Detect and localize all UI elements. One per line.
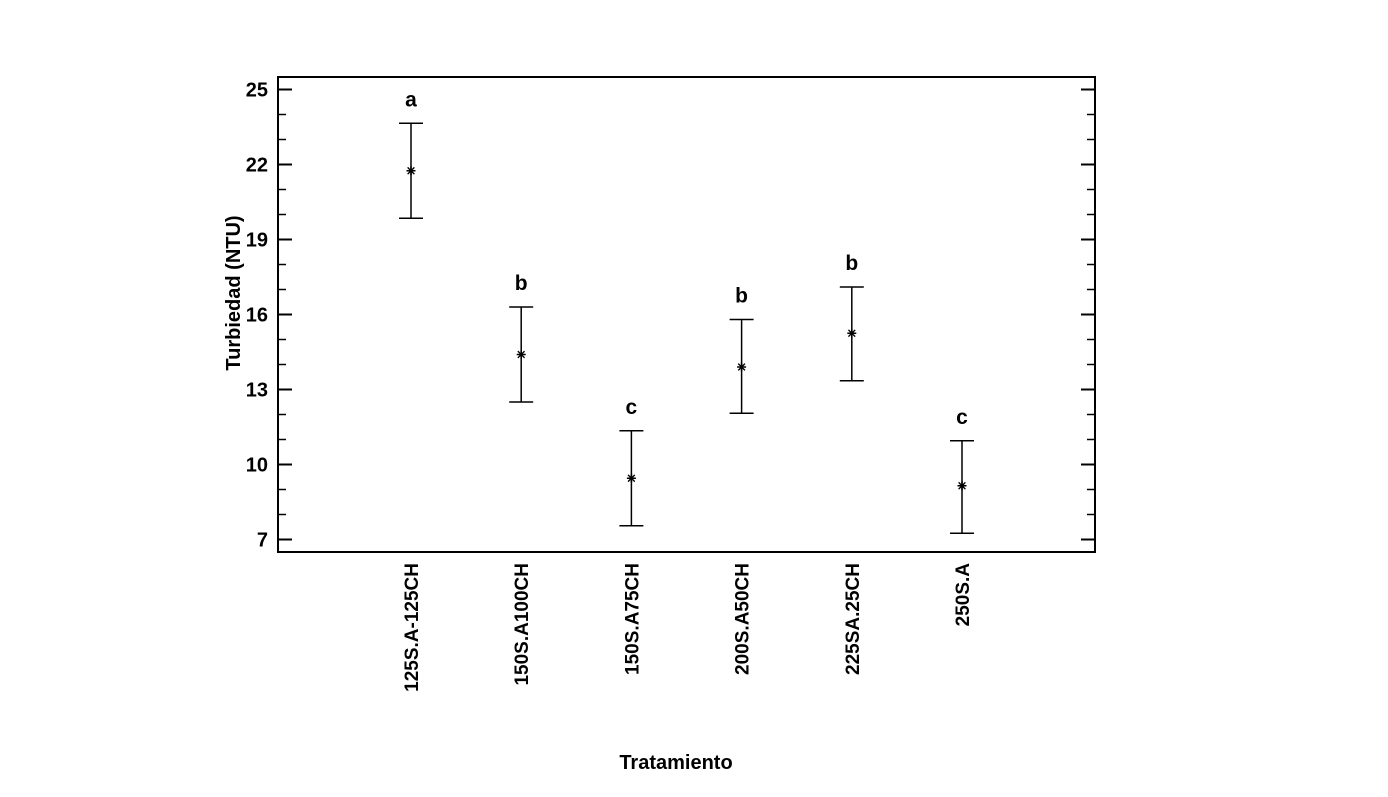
mean-point-d2 (517, 350, 526, 359)
mean-point-d2 (958, 481, 966, 490)
y-tick-label: 13 (246, 380, 268, 402)
x-category-label: 150S.A100CH (512, 563, 533, 686)
y-tick-label: 16 (246, 305, 268, 327)
interval-2: b (509, 272, 534, 403)
x-category-label: 225SA.25CH (843, 563, 864, 675)
group-letter: c (956, 406, 968, 429)
x-axis-categories: 125S.A-125CH 150S.A100CH 150S.A75CH 200S.A5… (402, 563, 974, 692)
interval-5: b (839, 252, 864, 382)
y-tick-label: 19 (246, 230, 268, 252)
y-axis-title: Turbiedad (NTU) (223, 215, 245, 370)
group-letter: b (735, 285, 748, 308)
y-tick-label: 25 (246, 80, 268, 102)
y-axis: 7 10 13 16 19 22 25 (246, 80, 1095, 552)
group-letter: c (626, 396, 638, 419)
mean-point-d2 (737, 363, 746, 371)
interval-3: c (619, 396, 644, 527)
chart-marks: a b c b b c (399, 88, 974, 534)
plot-frame (277, 76, 1096, 553)
interval-4: b (729, 285, 754, 414)
x-axis-title: Tratamiento (619, 752, 732, 774)
interval-1: a (399, 88, 423, 219)
mean-point-d2 (627, 474, 636, 483)
x-category-label: 200S.A50CH (733, 563, 754, 675)
mean-point-d2 (847, 329, 856, 338)
mean-point-d2 (407, 166, 415, 175)
y-tick-label: 10 (246, 455, 268, 477)
group-letter: b (845, 252, 858, 275)
group-letter: a (405, 88, 417, 111)
y-tick-label: 7 (257, 530, 268, 552)
interval-6: c (950, 406, 974, 534)
group-letter: b (515, 272, 528, 295)
x-category-label: 125S.A-125CH (402, 563, 423, 692)
x-category-label: 150S.A75CH (622, 563, 643, 675)
y-tick-label: 22 (246, 155, 268, 177)
x-category-label: 250S.A (953, 563, 974, 627)
